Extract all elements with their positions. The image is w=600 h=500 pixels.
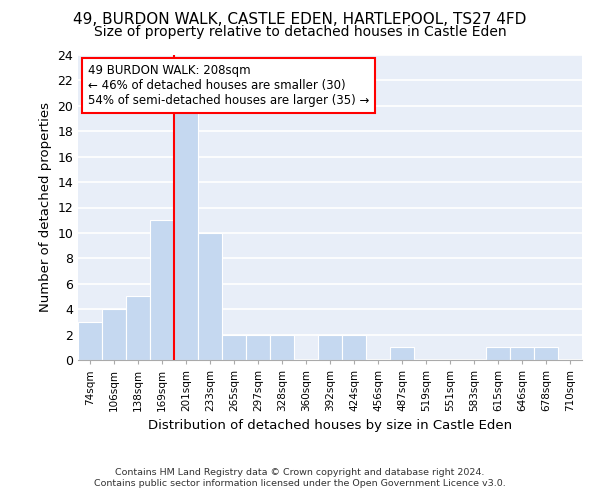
Bar xyxy=(78,322,102,360)
Bar xyxy=(102,309,126,360)
Bar xyxy=(174,106,198,360)
Bar xyxy=(318,334,342,360)
Bar xyxy=(126,296,150,360)
Bar xyxy=(270,334,294,360)
Text: Contains HM Land Registry data © Crown copyright and database right 2024.
Contai: Contains HM Land Registry data © Crown c… xyxy=(94,468,506,487)
Bar xyxy=(198,233,222,360)
Bar xyxy=(390,348,414,360)
Bar xyxy=(150,220,174,360)
Bar xyxy=(246,334,270,360)
Bar xyxy=(510,348,534,360)
Bar xyxy=(534,348,558,360)
Bar xyxy=(486,348,510,360)
Y-axis label: Number of detached properties: Number of detached properties xyxy=(39,102,52,312)
Text: 49 BURDON WALK: 208sqm
← 46% of detached houses are smaller (30)
54% of semi-det: 49 BURDON WALK: 208sqm ← 46% of detached… xyxy=(88,64,370,107)
Bar xyxy=(222,334,246,360)
Text: Size of property relative to detached houses in Castle Eden: Size of property relative to detached ho… xyxy=(94,25,506,39)
Bar xyxy=(342,334,366,360)
Text: 49, BURDON WALK, CASTLE EDEN, HARTLEPOOL, TS27 4FD: 49, BURDON WALK, CASTLE EDEN, HARTLEPOOL… xyxy=(73,12,527,28)
X-axis label: Distribution of detached houses by size in Castle Eden: Distribution of detached houses by size … xyxy=(148,420,512,432)
